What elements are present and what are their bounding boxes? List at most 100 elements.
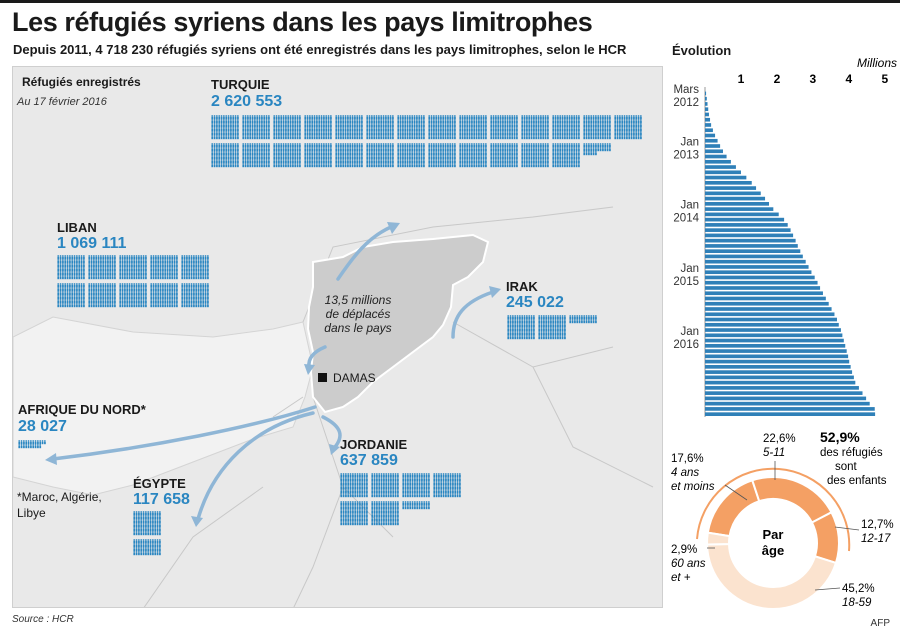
footnote: *Maroc, Algérie, Libye [17, 489, 102, 521]
evo-month-label: Jan [680, 326, 699, 338]
afrique-value: 28 027 [18, 418, 67, 435]
evo-year-label: 2014 [673, 213, 699, 225]
donut-center-label: âge [762, 543, 784, 558]
evo-month-label: Mars [673, 84, 699, 96]
evo-tick-label: 1 [738, 72, 745, 86]
evo-bar [705, 217, 785, 222]
jordanie-name: JORDANIE [340, 437, 408, 452]
evo-bar [705, 180, 752, 185]
icon-block [507, 315, 535, 340]
icon-block [181, 283, 209, 308]
evo-bar [705, 233, 794, 238]
icon-block [273, 115, 301, 140]
icon-block [459, 115, 487, 140]
icon-block [521, 143, 549, 168]
icon-block [490, 115, 518, 140]
evo-bar [705, 301, 829, 306]
liban-name: LIBAN [57, 220, 97, 235]
evo-bar [705, 407, 875, 411]
icon-block [538, 315, 566, 340]
evo-bar [705, 396, 867, 401]
page-subtitle: Depuis 2011, 4 718 230 réfugiés syriens … [13, 42, 627, 57]
top-rule [0, 0, 900, 3]
evo-bar [705, 265, 809, 269]
evolution-title: Évolution [672, 43, 732, 58]
icon-block [57, 283, 85, 308]
evo-bar [705, 270, 812, 275]
icon-block [371, 501, 399, 526]
irak-icon-grid [507, 315, 600, 343]
evo-bar [705, 386, 859, 390]
evolution-chart: Millions 1 2 3 4 5 Mars 2012 Jan 2013 Jan 2014 Jan 20… [665, 55, 900, 420]
evo-bar [705, 165, 736, 169]
source-note: Source : HCR [12, 614, 74, 625]
evo-bar [705, 275, 815, 280]
icon-block [150, 283, 178, 308]
evo-bar [705, 123, 712, 127]
age-slice [810, 510, 840, 565]
icon-block [242, 143, 270, 168]
evo-bar [705, 291, 823, 296]
evo-bar [705, 191, 761, 196]
liban-icon-grid [57, 255, 212, 311]
leader-line [834, 526, 860, 531]
evo-bar [705, 149, 723, 154]
age-5-11-label: 5-11 [763, 447, 785, 459]
footnote-line-2: Libye [17, 506, 46, 520]
irak-value: 245 022 [506, 294, 564, 311]
map-date: Au 17 février 2016 [17, 96, 107, 108]
evo-bar [705, 380, 856, 385]
evo-tick-label: 2 [774, 72, 781, 86]
age-0-4-label: et moins [671, 481, 715, 493]
icon-block [366, 115, 394, 140]
evo-bar [705, 175, 747, 180]
icon-block [397, 143, 425, 168]
evo-year-label: 2016 [673, 339, 699, 351]
icon-block [18, 440, 46, 449]
icon-block [273, 143, 301, 168]
icon-block [150, 255, 178, 280]
evo-bar [705, 412, 876, 416]
icon-block [181, 255, 209, 280]
evo-bar [705, 133, 716, 138]
age-18-59-pct: 45,2% [842, 583, 875, 595]
displaced-line-3: dans le pays [324, 321, 392, 335]
evo-bar [705, 359, 850, 364]
icon-block [583, 143, 611, 156]
evo-bar [705, 154, 727, 159]
evo-month-label: Jan [680, 263, 699, 275]
leader-line [814, 587, 841, 591]
icon-block [521, 115, 549, 140]
evo-bar [705, 259, 806, 264]
evo-tick-label: 4 [846, 72, 853, 86]
icon-block [614, 115, 642, 140]
evo-bar [705, 159, 731, 164]
kids-text: sont [835, 461, 858, 473]
kids-pct: 52,9% [820, 429, 860, 445]
evo-bar [705, 223, 788, 227]
evo-year-label: 2015 [673, 276, 699, 288]
icon-block [88, 283, 116, 308]
age-0-4-label: 4 ans [671, 467, 699, 479]
evo-bar [705, 202, 770, 206]
map-panel: Réfugiés enregistrés Au 17 février 2016 … [12, 66, 663, 608]
age-5-11-pct: 22,6% [763, 433, 796, 445]
evo-bar [705, 117, 711, 122]
icon-block [242, 115, 270, 140]
icon-block [428, 115, 456, 140]
evo-bar [705, 207, 774, 211]
evo-bar [705, 296, 826, 301]
evo-bar [705, 354, 849, 359]
icon-block [552, 115, 580, 140]
evo-bar [705, 322, 839, 327]
displaced-note: 13,5 millions de déplacés dans le pays [303, 293, 413, 335]
evo-bar [705, 112, 709, 117]
evo-bar [705, 138, 718, 143]
icon-block [366, 143, 394, 168]
evo-bar [705, 170, 741, 175]
evo-bar [705, 343, 846, 348]
age-18-59-label: 18-59 [842, 597, 872, 609]
icon-block [459, 143, 487, 168]
icon-block [402, 473, 430, 498]
